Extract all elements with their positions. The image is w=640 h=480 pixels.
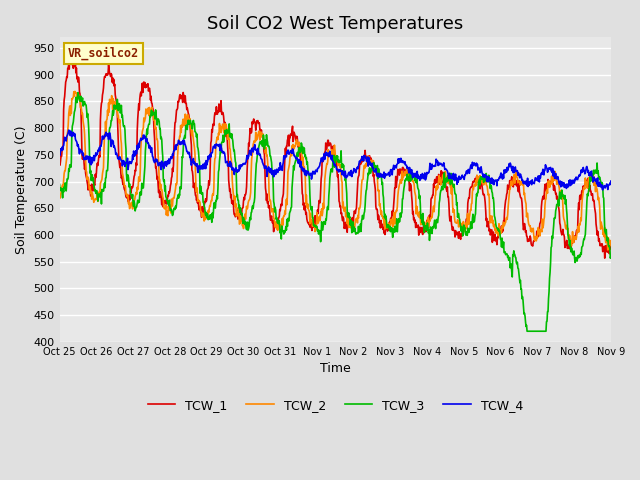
TCW_4: [65, 127, 72, 133]
TCW_1: [607, 242, 614, 248]
TCW_1: [56, 158, 63, 164]
TCW_2: [604, 247, 612, 253]
TCW_3: [202, 210, 210, 216]
TCW_4: [599, 187, 607, 193]
TCW_2: [607, 243, 614, 249]
TCW_4: [56, 148, 63, 154]
Legend: TCW_1, TCW_2, TCW_3, TCW_4: TCW_1, TCW_2, TCW_3, TCW_4: [143, 394, 528, 417]
Line: TCW_2: TCW_2: [60, 91, 611, 250]
Line: TCW_3: TCW_3: [60, 93, 611, 331]
TCW_2: [56, 194, 63, 200]
TCW_4: [572, 177, 579, 182]
TCW_2: [341, 207, 349, 213]
TCW_3: [128, 195, 136, 201]
TCW_2: [128, 203, 136, 209]
TCW_1: [261, 168, 269, 173]
TCW_3: [56, 182, 63, 188]
TCW_3: [524, 328, 531, 334]
TCW_1: [128, 185, 136, 191]
TCW_4: [607, 178, 614, 184]
Y-axis label: Soil Temperature (C): Soil Temperature (C): [15, 125, 28, 254]
TCW_2: [572, 235, 579, 240]
TCW_3: [607, 253, 614, 259]
TCW_3: [572, 255, 580, 261]
TCW_1: [202, 199, 210, 204]
TCW_2: [455, 224, 463, 230]
TCW_4: [202, 157, 210, 163]
TCW_4: [261, 166, 269, 171]
Title: Soil CO2 West Temperatures: Soil CO2 West Temperatures: [207, 15, 463, 33]
Line: TCW_4: TCW_4: [60, 130, 611, 190]
Text: VR_soilco2: VR_soilco2: [68, 47, 139, 60]
TCW_4: [455, 177, 463, 182]
X-axis label: Time: Time: [320, 362, 351, 375]
TCW_1: [67, 51, 75, 57]
TCW_1: [572, 234, 579, 240]
TCW_3: [74, 90, 82, 96]
TCW_3: [341, 169, 349, 175]
TCW_4: [341, 174, 349, 180]
TCW_1: [455, 235, 463, 241]
TCW_1: [341, 224, 349, 230]
Line: TCW_1: TCW_1: [60, 54, 611, 258]
TCW_2: [202, 210, 210, 216]
TCW_1: [601, 255, 609, 261]
TCW_4: [128, 158, 136, 164]
TCW_2: [71, 88, 79, 94]
TCW_3: [455, 211, 463, 216]
TCW_2: [261, 143, 269, 148]
TCW_3: [261, 138, 269, 144]
